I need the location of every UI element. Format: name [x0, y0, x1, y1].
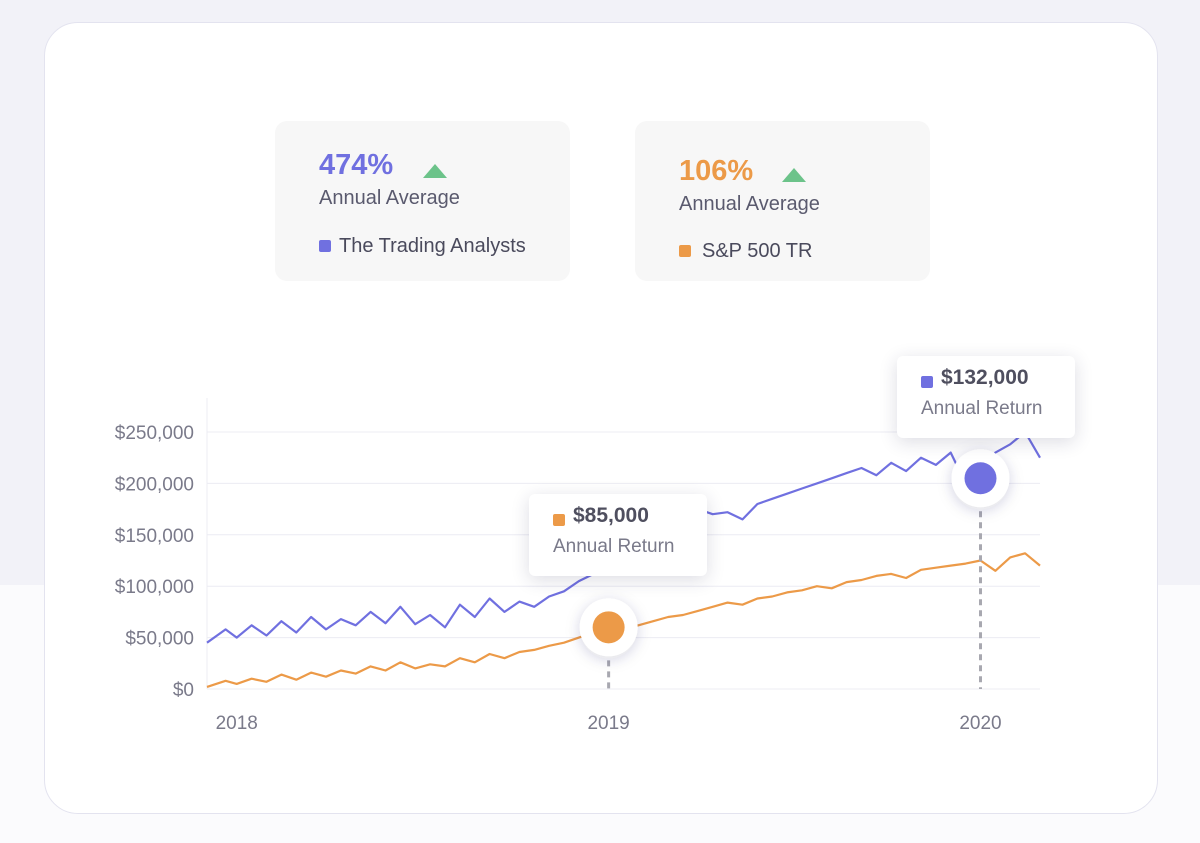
legend-swatch — [679, 245, 691, 257]
y-tick-label: $200,000 — [115, 474, 194, 495]
stat-card-trading-analysts: 474% Annual Average The Trading Analysts — [275, 121, 570, 281]
tooltip-label: Annual Return — [553, 536, 675, 557]
up-triangle-icon — [782, 168, 806, 182]
tooltip-value: $85,000 — [573, 504, 649, 527]
tooltip-label: Annual Return — [921, 398, 1043, 419]
stat-card-sp500: 106% Annual Average S&P 500 TR — [635, 121, 930, 281]
legend-swatch — [319, 240, 331, 252]
tooltip-swatch — [553, 514, 565, 526]
stat-percentage: 106% — [679, 155, 754, 187]
y-tick-label: $150,000 — [115, 526, 194, 547]
tooltip-value: $132,000 — [941, 366, 1029, 389]
stat-label: Annual Average — [319, 187, 460, 209]
y-tick-label: $250,000 — [115, 423, 194, 444]
series-name: The Trading Analysts — [339, 235, 526, 257]
tooltip-swatch — [921, 376, 933, 388]
y-tick-label: $0 — [173, 680, 194, 701]
tooltip-sp500: $85,000 Annual Return — [529, 494, 707, 576]
series-name: S&P 500 TR — [702, 240, 813, 262]
x-tick-label: 2018 — [216, 713, 258, 734]
y-tick-label: $100,000 — [115, 577, 194, 598]
y-tick-label: $50,000 — [125, 629, 194, 650]
x-tick-label: 2019 — [587, 713, 629, 734]
up-triangle-icon — [423, 164, 447, 178]
tooltip-trading-analysts: $132,000 Annual Return — [897, 356, 1075, 438]
data-point-marker[interactable] — [964, 462, 997, 495]
stat-label: Annual Average — [679, 193, 820, 215]
stat-percentage: 474% — [319, 149, 394, 181]
data-point-marker[interactable] — [592, 611, 625, 644]
x-tick-label: 2020 — [959, 713, 1001, 734]
